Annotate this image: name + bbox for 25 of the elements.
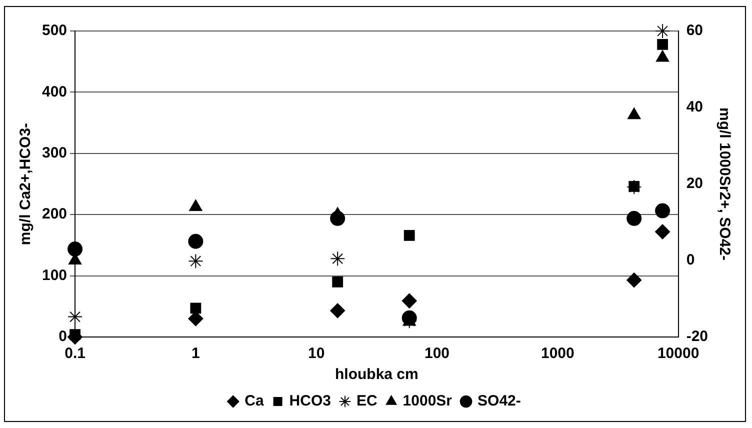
legend-label: EC — [356, 392, 378, 410]
y2-tick-label: 60 — [686, 22, 704, 40]
y-tick-label: 0 — [58, 328, 68, 346]
y2-tick-label: 20 — [686, 175, 704, 192]
legend-label: SO42- — [478, 392, 521, 410]
y-tick-label: 400 — [42, 83, 68, 100]
x-tick-label: 10000 — [657, 345, 700, 362]
y2-tick-label: 0 — [686, 252, 695, 269]
y-tick-label: 100 — [42, 266, 68, 284]
y2-tick-label: 40 — [686, 98, 704, 116]
x-axis-title: hloubka cm — [334, 366, 418, 384]
y-axis-title: mg/l Ca2+,HCO3- — [17, 122, 34, 246]
legend-label: 1000Sr — [402, 392, 452, 410]
y-tick-label: 500 — [42, 22, 68, 40]
x-tick-label: 1000 — [540, 345, 574, 362]
x-tick-label: 10 — [308, 345, 325, 362]
x-tick-label: 100 — [424, 345, 450, 362]
y2-tick-label: -20 — [686, 328, 708, 346]
x-tick-label: 0.1 — [64, 345, 86, 362]
y-tick-label: 300 — [42, 144, 68, 162]
y2-axis-title: mg/l 1000Sr2+, SO42- — [716, 107, 733, 261]
legend-label: HCO3 — [289, 392, 331, 410]
x-tick-label: 1 — [192, 345, 200, 362]
legend-label: Ca — [244, 392, 264, 410]
y-tick-label: 200 — [42, 206, 68, 223]
